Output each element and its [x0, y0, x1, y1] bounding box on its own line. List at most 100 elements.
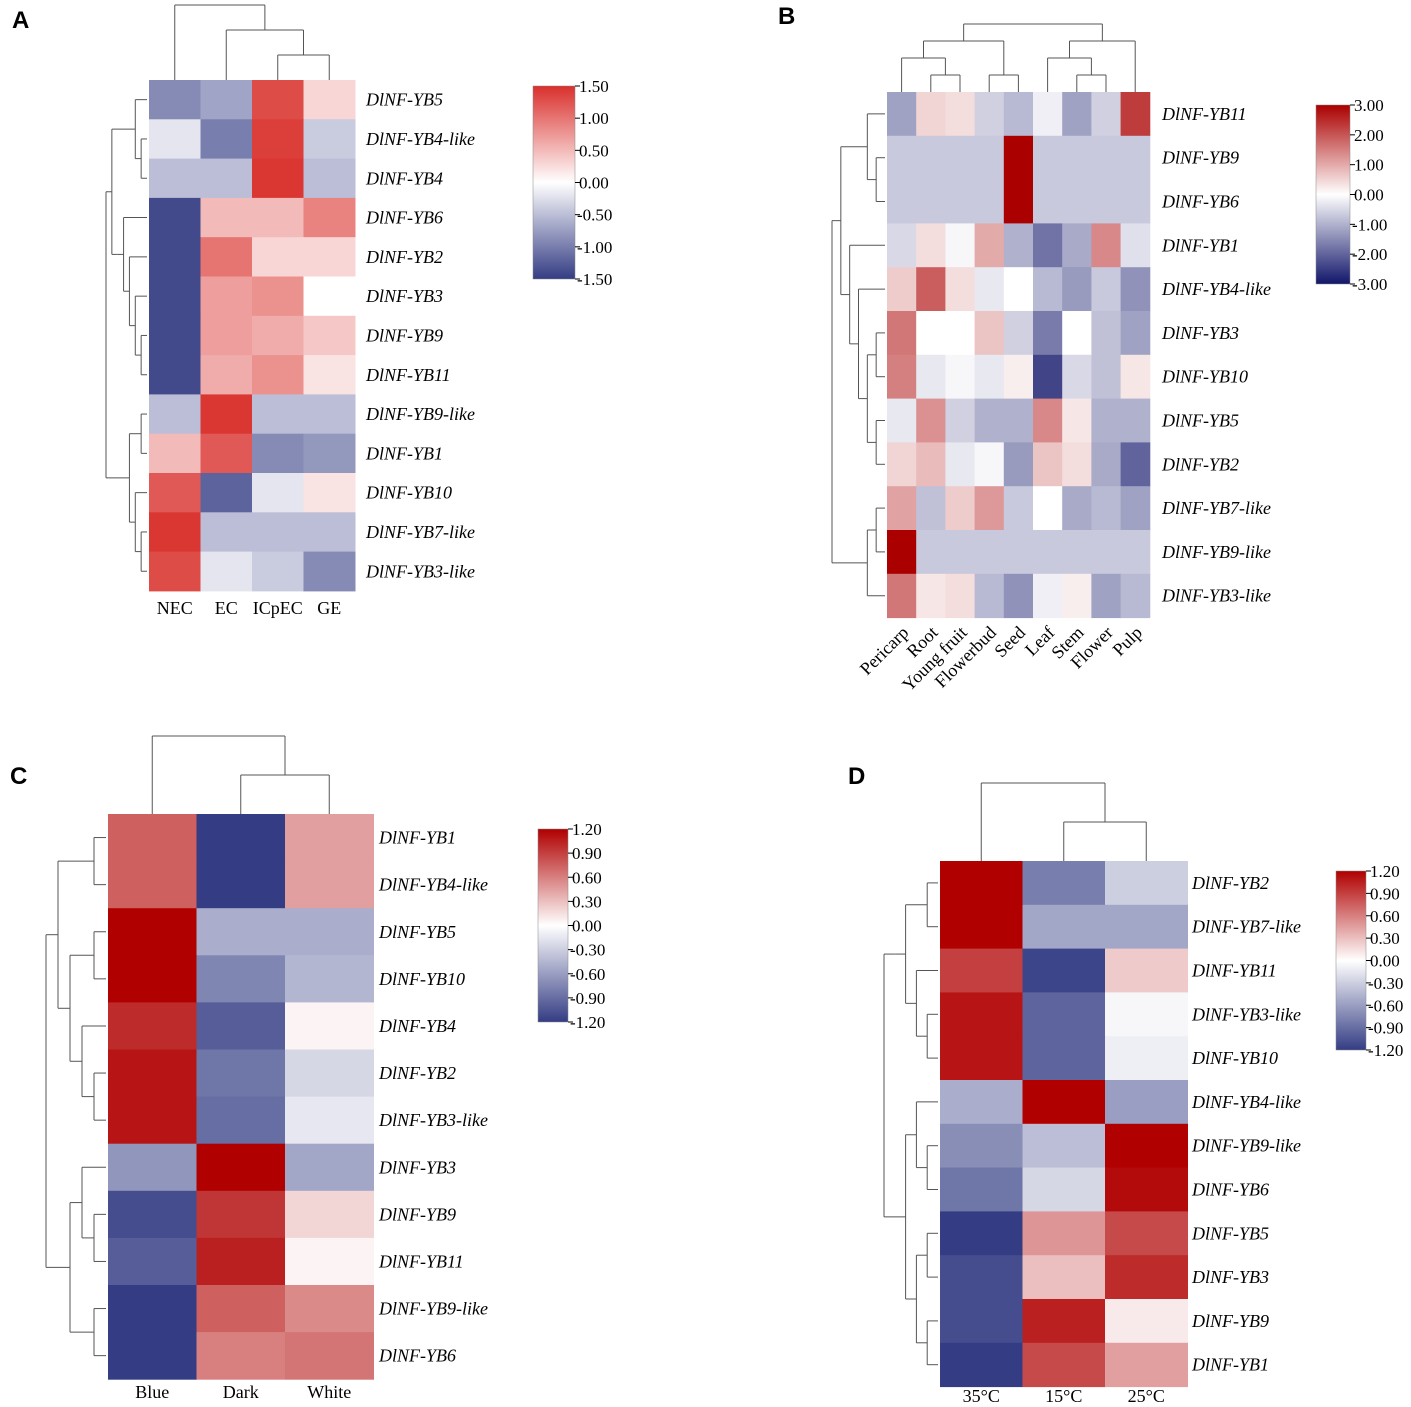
row-label: DlNF-YB9-like — [378, 1299, 488, 1319]
heatmap-cell — [1120, 135, 1151, 181]
row-label: DlNF-YB10 — [365, 483, 452, 503]
heatmap-cell — [108, 1190, 197, 1239]
heatmap-cell — [887, 92, 917, 137]
heatmap-cell — [200, 512, 253, 553]
row-label: DlNF-YB7-like — [365, 522, 475, 542]
heatmap-cell — [200, 197, 253, 238]
heatmap-cell — [285, 1332, 374, 1380]
heatmap-cell — [200, 119, 253, 160]
heatmap-cell — [1062, 179, 1092, 224]
heatmap-cell — [945, 530, 976, 575]
heatmap-cell — [940, 948, 1023, 993]
heatmap-cell — [974, 223, 1005, 268]
heatmap-cell — [1091, 223, 1122, 268]
heatmap-cell — [1120, 442, 1151, 487]
row-label: DlNF-YB3-like — [1161, 586, 1271, 606]
heatmap-cell — [945, 442, 976, 487]
heatmap-cell — [1062, 135, 1092, 181]
color-scale-tick-label: 0.00 — [1354, 186, 1384, 205]
heatmap-cell — [285, 955, 374, 1003]
heatmap-cell — [196, 861, 286, 909]
row-label: DlNF-YB5 — [365, 90, 443, 110]
heatmap-cell — [285, 1190, 374, 1239]
heatmap-cell — [1105, 1211, 1188, 1256]
heatmap-cell — [1062, 267, 1092, 312]
column-label: 35°C — [963, 1386, 1000, 1406]
heatmap-cell — [1105, 1123, 1188, 1169]
heatmap-cell — [285, 1237, 374, 1286]
color-scale-tick-label: 0.50 — [579, 141, 609, 160]
row-label: DlNF-YB1 — [365, 443, 443, 463]
heatmap-cell — [1033, 398, 1063, 443]
heatmap-cell — [1003, 530, 1034, 575]
heatmap-cell — [1022, 1211, 1106, 1256]
heatmap-cell — [285, 1143, 374, 1192]
row-label: DlNF-YB6 — [1161, 192, 1239, 212]
color-scale-tick-label: 0.90 — [1370, 884, 1400, 903]
heatmap-cell — [916, 486, 946, 531]
color-scale-tick-label: 2.00 — [1354, 126, 1384, 145]
heatmap-cell — [1120, 92, 1151, 137]
column-label: White — [307, 1382, 351, 1402]
heatmap-cell — [945, 398, 976, 443]
heatmap-cell — [1022, 1167, 1106, 1212]
heatmap-cell — [108, 1143, 197, 1192]
row-label: DlNF-YB11 — [378, 1251, 464, 1271]
heatmap-cell — [252, 512, 304, 553]
heatmap-cell — [149, 276, 201, 317]
heatmap-cell — [149, 473, 201, 513]
heatmap-cell — [945, 92, 976, 137]
heatmap-cell — [1033, 573, 1063, 619]
heatmap-cell — [940, 1211, 1023, 1256]
heatmap-cell — [887, 354, 917, 400]
heatmap-cell — [252, 355, 304, 395]
heatmap-cell — [1022, 861, 1106, 906]
heatmap-cell — [1105, 1036, 1188, 1081]
heatmap-cell — [252, 80, 304, 120]
heatmap-cell — [196, 1143, 286, 1192]
column-label: Pulp — [1109, 622, 1146, 659]
row-label: DlNF-YB3 — [378, 1157, 456, 1177]
color-scale-tick-label: -0.30 — [1368, 974, 1403, 993]
color-scale-tick-label: -1.20 — [570, 1013, 605, 1032]
heatmap-cell — [945, 311, 976, 356]
heatmap-cell — [1091, 311, 1122, 356]
heatmap-cell — [1062, 486, 1092, 531]
heatmap-cell — [1062, 311, 1092, 356]
heatmap-cell — [916, 311, 946, 356]
heatmap-cell — [974, 442, 1005, 487]
row-label: DlNF-YB2 — [378, 1063, 456, 1083]
row-label: DlNF-YB7-like — [1191, 917, 1301, 937]
heatmap-cell — [1091, 442, 1122, 487]
row-label: DlNF-YB3-like — [1191, 1004, 1301, 1024]
row-label: DlNF-YB9-like — [365, 404, 475, 424]
row-label: DlNF-YB1 — [378, 828, 456, 848]
heatmap-cell — [1120, 573, 1151, 619]
column-label: EC — [215, 598, 238, 618]
row-label: DlNF-YB3 — [1191, 1267, 1269, 1287]
heatmap-cell — [916, 354, 946, 400]
row-label: DlNF-YB5 — [378, 922, 456, 942]
heatmap-cell — [303, 512, 356, 553]
row-label: DlNF-YB2 — [1191, 873, 1269, 893]
color-scale-tick-label: -0.30 — [570, 941, 605, 960]
heatmap-cell — [945, 267, 976, 312]
heatmap-cell — [940, 1123, 1023, 1169]
heatmap-cell — [974, 354, 1005, 400]
heatmap-cell — [303, 276, 356, 317]
row-label: DlNF-YB10 — [1161, 367, 1248, 387]
heatmap-cell — [1022, 1080, 1106, 1125]
heatmap-cell — [1062, 354, 1092, 400]
color-scale-tick-label: 0.00 — [572, 917, 602, 936]
row-label: DlNF-YB10 — [1191, 1048, 1278, 1068]
row-label: DlNF-YB3-like — [378, 1110, 488, 1130]
heatmap-cell — [1003, 398, 1034, 443]
row-label: DlNF-YB5 — [1161, 411, 1239, 431]
heatmap-cell — [1003, 354, 1034, 400]
heatmap-cell — [1033, 354, 1063, 400]
heatmap-cell — [1003, 267, 1034, 312]
row-label: DlNF-YB10 — [378, 969, 465, 989]
heatmap-cell — [1091, 530, 1122, 575]
heatmap-cell — [196, 814, 286, 862]
heatmap-cell — [1091, 354, 1122, 400]
